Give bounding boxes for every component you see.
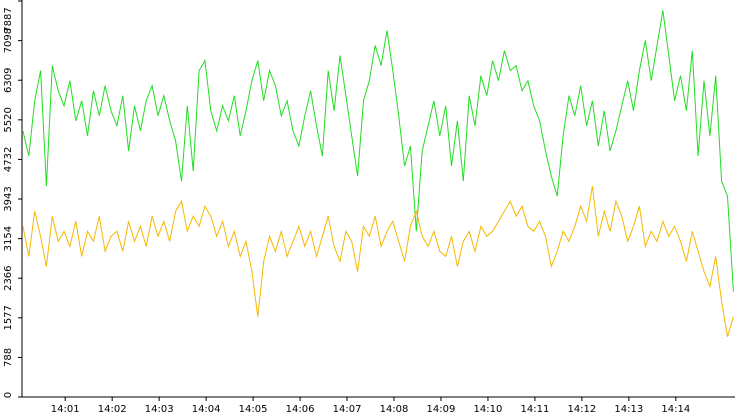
x-tick-label: 14:05 — [239, 404, 268, 415]
x-tick-label: 14:06 — [286, 404, 315, 415]
y-tick-label: 0 — [3, 392, 14, 398]
x-tick-label: 14:03 — [145, 404, 174, 415]
x-tick-label: 14:04 — [192, 404, 221, 415]
y-tick-label: 788 — [3, 348, 14, 367]
x-tick-label: 14:08 — [380, 404, 409, 415]
x-tick-label: 14:02 — [98, 404, 127, 415]
y-tick-label: 2366 — [3, 265, 14, 290]
y-tick-label: 5520 — [3, 107, 14, 132]
y-tick-label: 4732 — [3, 147, 14, 172]
x-tick-label: 14:01 — [51, 404, 80, 415]
y-tick-label: 3154 — [3, 226, 14, 251]
x-tick-label: 14:12 — [567, 404, 596, 415]
x-tick-label: 14:13 — [614, 404, 643, 415]
data-line — [22, 186, 734, 337]
x-tick-label: 14:10 — [474, 404, 503, 415]
y-tick-label: 6309 — [3, 68, 14, 93]
y-tick-label: 3943 — [3, 186, 14, 211]
x-tick-label: 14:14 — [661, 404, 690, 415]
y-tick-label: 7887 — [3, 7, 14, 32]
y-tick-label: 7098 — [3, 28, 14, 53]
data-line — [22, 10, 734, 292]
x-tick-label: 14:09 — [427, 404, 456, 415]
x-tick-label: 14:11 — [520, 404, 549, 415]
x-tick-label: 14:07 — [333, 404, 362, 415]
y-tick-label: 1577 — [3, 305, 14, 330]
